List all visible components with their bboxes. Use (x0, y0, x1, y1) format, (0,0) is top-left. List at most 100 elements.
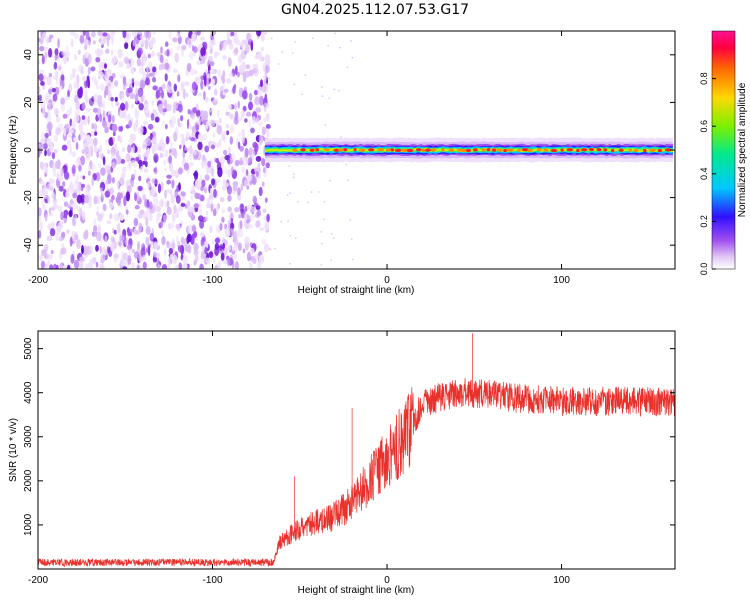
spectrogram-speckle (329, 179, 331, 182)
spectrogram-noise-blob (250, 41, 254, 51)
spectrogram-noise-blob (134, 80, 140, 87)
spectrogram-noise-blob (152, 66, 157, 73)
spectrogram-noise-blob (193, 203, 200, 209)
y-tick-label: 0 (23, 147, 34, 153)
spectrogram-noise-blob (200, 79, 204, 90)
spectrogram-noise-blob (124, 42, 129, 50)
spectrogram-noise-blob (142, 56, 146, 66)
spectrogram-noise-blob (80, 155, 86, 166)
spectrogram-noise-blob (127, 144, 132, 153)
spectrogram-noise-blob (39, 46, 45, 52)
spectrogram-noise-blob (260, 79, 263, 88)
spectrogram-noise-blob (87, 54, 92, 64)
spectrogram-noise-blob (81, 244, 84, 255)
spectrogram-noise-blob (140, 165, 144, 172)
spectrogram-speckle (320, 231, 322, 233)
signal-peak-mark (618, 148, 624, 152)
spectrogram-noise-blob (119, 213, 125, 221)
spectrogram-noise-blob (197, 141, 203, 151)
spectrogram-noise-blob (180, 133, 185, 139)
spectrogram-noise-blob (165, 124, 168, 130)
spectrogram-noise-blob (41, 54, 45, 65)
signal-peak-mark (628, 148, 632, 152)
spectrogram-noise-blob (120, 102, 126, 111)
spectrogram-noise-blob (182, 150, 186, 159)
spectrogram-noise-blob (211, 178, 215, 186)
spectrogram-noise-blob (229, 136, 233, 145)
signal-peak-mark (315, 148, 320, 152)
spectrogram-noise-blob (93, 137, 98, 146)
spectrogram-speckle (320, 264, 323, 266)
spectrogram-noise-blob (239, 219, 243, 230)
spectrogram-noise-blob (71, 119, 77, 129)
spectrogram-noise-blob (223, 149, 228, 156)
spectrogram-noise-blob (45, 35, 49, 45)
spectrogram-noise-blob (256, 209, 261, 217)
spectrogram-noise-blob (133, 251, 139, 259)
spectrogram-noise-blob (132, 248, 135, 254)
spectrogram-noise-blob (126, 244, 133, 251)
signal-peak-mark (430, 148, 437, 152)
spectrogram-noise-blob (126, 180, 131, 185)
spectrogram-noise-blob (110, 100, 114, 108)
spectrogram-speckle (332, 237, 335, 240)
spectrogram-noise-blob (161, 264, 168, 269)
spectrogram-noise-blob (254, 96, 260, 106)
spectrogram-noise-blob (85, 108, 92, 112)
spectrogram-noise-blob (48, 253, 53, 260)
spectrogram-noise-blob (212, 39, 216, 46)
colorbar-label: Normalized spectral amplitude (737, 82, 748, 217)
spectrogram-noise-blob (186, 62, 192, 72)
spectrogram-noise-blob (48, 72, 53, 78)
spectrogram-noise-blob (191, 81, 197, 91)
spectrogram-noise-blob (203, 186, 208, 194)
spectrogram-noise-blob (108, 85, 112, 96)
spectrogram-noise-blob (69, 236, 73, 247)
spectrogram-noise-blob (144, 109, 150, 114)
spectrogram-noise-blob (136, 58, 142, 67)
signal-peak-mark (337, 148, 344, 152)
spectrogram-noise-blob (249, 247, 255, 254)
spectrogram-noise-blob (54, 54, 58, 61)
spectrogram-noise-blob (248, 101, 253, 111)
signal-peak-mark (657, 148, 663, 153)
spectrogram-noise-blob (97, 214, 103, 222)
spectrogram-noise-blob (143, 168, 149, 173)
spectrogram-noise-blob (38, 143, 41, 148)
spectrogram-noise-blob (192, 172, 199, 177)
spectrogram-noise-blob (135, 157, 140, 162)
spectrogram-noise-blob (116, 196, 121, 206)
spectrogram-noise-blob (135, 118, 139, 128)
spectrogram-noise-blob (118, 241, 122, 247)
spectrogram-noise-blob (186, 200, 191, 207)
spectrogram-speckle (268, 166, 271, 168)
spectrogram-noise-blob (107, 114, 112, 123)
y-tick-label: 2000 (23, 469, 34, 492)
spectrogram-noise-blob (120, 92, 125, 100)
spectrogram-noise-blob (252, 150, 256, 158)
spectrogram-noise-blob (260, 46, 264, 52)
spectrogram-noise-blob (40, 260, 46, 269)
spectrogram-noise-blob (248, 120, 252, 129)
spectrogram-noise-blob (151, 136, 157, 145)
spectrogram-noise-blob (80, 174, 83, 179)
spectrogram-noise-blob (84, 44, 87, 51)
spectrogram-noise-blob (175, 195, 181, 204)
spectrogram-noise-blob (160, 54, 164, 64)
spectrogram-noise-blob (266, 124, 271, 129)
spectrogram-noise-blob (158, 146, 162, 151)
spectrogram-noise-blob (187, 224, 193, 234)
spectrogram-noise-blob (210, 119, 216, 127)
signal-peak-mark (460, 148, 468, 152)
spectrogram-noise-blob (159, 152, 163, 158)
spectrogram-noise-blob (66, 139, 72, 149)
spectrogram-noise-blob (258, 134, 263, 145)
spectrogram-noise-blob (208, 86, 211, 90)
signal-peak-mark (603, 148, 608, 152)
spectrogram-noise-blob (98, 102, 104, 108)
spectrogram-noise-blob (190, 67, 195, 76)
spectrogram-noise-blob (212, 239, 216, 246)
spectrogram-noise-blob (253, 89, 259, 96)
spectrogram-noise-blob (58, 236, 64, 242)
